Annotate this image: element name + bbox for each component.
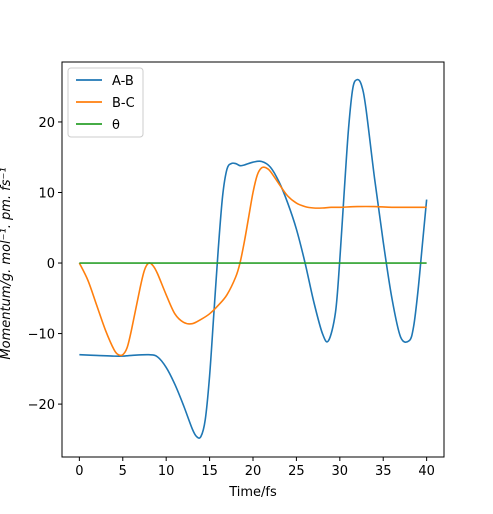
x-tick-label: 20 (245, 464, 262, 479)
y-tick-label: −20 (28, 398, 55, 413)
y-tick-label: 10 (38, 186, 55, 201)
series-line-0 (79, 78, 428, 439)
x-tick-label: 40 (418, 464, 435, 479)
x-axis-label: Time/fs (228, 485, 277, 500)
series-layer (78, 78, 428, 439)
x-tick-label: 0 (75, 464, 83, 479)
y-axis-label: Momentum/g. mol⁻¹. pm. fs⁻¹ (0, 167, 14, 359)
y-tick-label: −10 (28, 328, 55, 343)
x-tick-label: 10 (158, 464, 175, 479)
legend-label-1: B-C (112, 96, 135, 111)
y-tick-label: 0 (47, 257, 55, 272)
x-axis: 0 5 10 15 20 25 30 35 40 (75, 457, 435, 479)
y-axis: −20 −10 0 10 20 (28, 116, 62, 413)
legend-label-2: θ (112, 118, 120, 133)
legend-box (67, 67, 144, 138)
x-tick-label: 15 (201, 464, 218, 479)
x-tick-label: 35 (375, 464, 392, 479)
y-tick-label: 20 (38, 116, 55, 131)
x-tick-label: 25 (288, 464, 305, 479)
legend: A-B B-C θ (67, 67, 144, 138)
legend-label-0: A-B (112, 74, 134, 89)
x-tick-label: 30 (332, 464, 349, 479)
x-tick-label: 5 (119, 464, 127, 479)
series-line-1 (78, 166, 427, 357)
